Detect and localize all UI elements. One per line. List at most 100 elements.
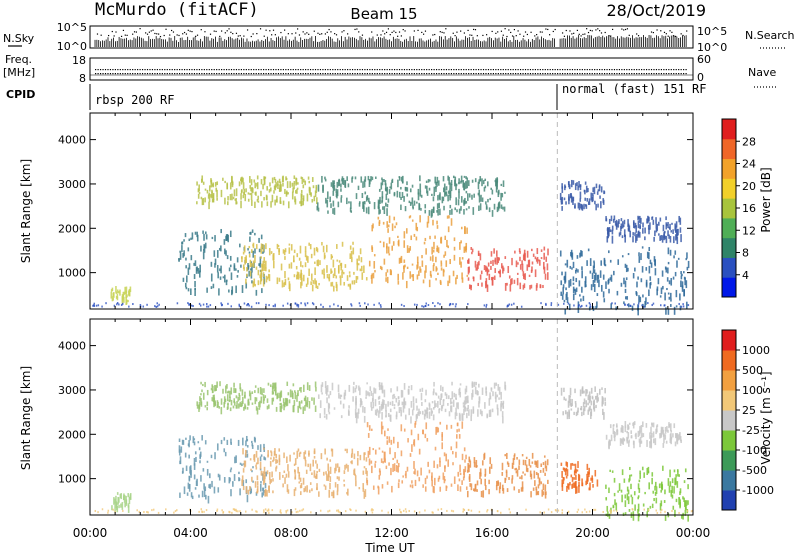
nsky-tick-right-bottom: 10^0 [697, 41, 727, 54]
scatter-cell [640, 217, 642, 224]
nave-dot [480, 73, 482, 75]
scatter-cell [213, 486, 216, 494]
nave-dot [171, 73, 173, 75]
scatter-cell [232, 405, 235, 409]
scatter-cell [204, 440, 207, 445]
scatter-cell [676, 437, 679, 445]
freq-dot [104, 69, 107, 71]
scatter-cell [299, 491, 302, 496]
ground-scatter-cell [462, 510, 464, 513]
scatter-cell [370, 401, 372, 408]
scatter-cell [316, 487, 318, 491]
freq-dot [381, 69, 383, 71]
scatter-cell [596, 395, 598, 403]
scatter-cell [436, 245, 439, 252]
scatter-cell [438, 194, 441, 200]
scatter-cell [178, 449, 181, 456]
scatter-cell [299, 477, 302, 482]
scatter-cell [412, 204, 414, 208]
scatter-cell [251, 249, 253, 253]
scatter-cell [668, 485, 671, 493]
scatter-cell [409, 484, 412, 488]
scatter-cell [234, 456, 236, 464]
nave-dot [356, 73, 359, 75]
freq-dot [374, 69, 376, 71]
scatter-cell [397, 179, 399, 188]
nave-dot [492, 73, 494, 75]
scatter-cell [116, 293, 119, 298]
scatter-cell [313, 397, 315, 405]
scatter-cell [380, 266, 383, 271]
scatter-cell [413, 439, 415, 443]
scatter-cell [637, 276, 639, 280]
scatter-cell [272, 397, 275, 402]
scatter-cell [526, 264, 529, 271]
nsearch-dot [573, 32, 575, 34]
scatter-cell [626, 486, 629, 492]
nsearch-dot [385, 31, 388, 33]
scatter-cell [524, 473, 526, 476]
scatter-cell [258, 263, 260, 266]
freq-dot [107, 69, 109, 71]
scatter-cell [348, 405, 350, 409]
scatter-cell [272, 253, 275, 261]
scatter-cell [458, 434, 461, 439]
scatter-cell [648, 265, 651, 274]
scatter-cell [236, 400, 238, 409]
scatter-cell [300, 389, 302, 393]
scatter-cell [503, 206, 506, 212]
ground-scatter-cell [128, 305, 130, 308]
scatter-cell [442, 399, 445, 407]
scatter-cell [230, 442, 232, 445]
scatter-cell [328, 489, 331, 498]
nsearch-dot [398, 31, 401, 33]
scatter-cell [602, 199, 605, 205]
scatter-cell [468, 409, 470, 416]
nsearch-dot [183, 31, 186, 34]
scatter-cell [594, 469, 597, 477]
scatter-cell [679, 227, 682, 233]
scatter-cell [348, 411, 350, 416]
scatter-cell [449, 204, 452, 209]
colorbar-segment [722, 370, 736, 391]
y-tick-label: 1000 [58, 473, 86, 486]
scatter-cell [572, 482, 575, 488]
nave-dot [191, 73, 193, 75]
scatter-cell [313, 455, 316, 459]
scatter-cell [403, 428, 406, 432]
scatter-cell [687, 514, 689, 522]
scatter-cell [299, 245, 302, 254]
scatter-cell [378, 447, 381, 450]
scatter-cell [639, 473, 641, 479]
ground-scatter-cell [285, 510, 287, 513]
scatter-cell [592, 279, 595, 287]
ground-scatter-cell [462, 508, 465, 511]
scatter-cell [243, 188, 246, 195]
freq-dot [512, 69, 514, 71]
nave-dot [675, 73, 677, 75]
ground-scatter-cell [615, 510, 618, 513]
nave-dot [416, 73, 418, 75]
freq-dot [685, 69, 687, 71]
scatter-cell [491, 189, 494, 195]
freq-dot [114, 69, 116, 71]
scatter-cell [379, 240, 382, 243]
scatter-cell [254, 397, 257, 405]
scatter-cell [456, 274, 458, 279]
nsearch-dot [656, 29, 658, 31]
scatter-cell [306, 193, 309, 202]
scatter-cell [311, 177, 314, 182]
scatter-cell [371, 465, 373, 474]
scatter-cell [384, 458, 386, 463]
scatter-cell [463, 175, 466, 178]
nsearch-dot [500, 30, 503, 32]
scatter-cell [255, 289, 258, 296]
scatter-cell [468, 193, 471, 198]
nsearch-dot [235, 32, 238, 34]
scatter-cell [385, 272, 387, 277]
scatter-cell [379, 265, 382, 270]
nsearch-dot [391, 31, 393, 34]
scatter-cell [120, 503, 122, 508]
scatter-cell [643, 472, 645, 478]
scatter-cell [394, 225, 396, 229]
